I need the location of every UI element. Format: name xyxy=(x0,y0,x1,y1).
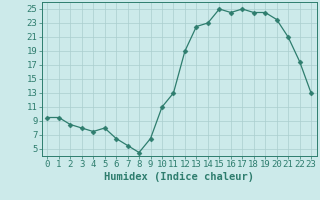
X-axis label: Humidex (Indice chaleur): Humidex (Indice chaleur) xyxy=(104,172,254,182)
